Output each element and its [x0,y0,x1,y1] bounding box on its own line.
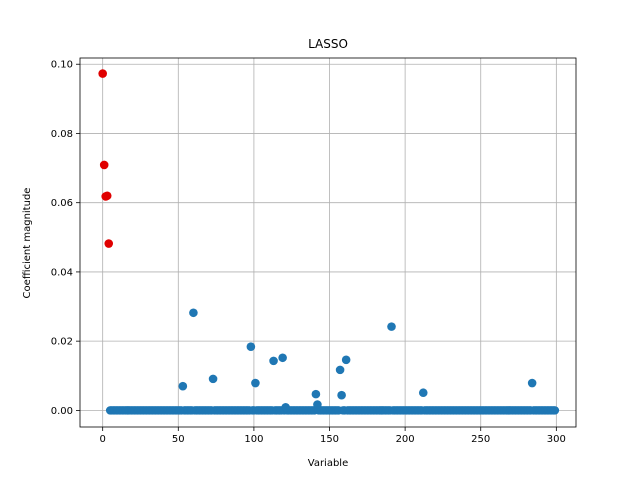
highlighted-coefficient-point [102,191,112,201]
y-tick-label: 0.08 [51,129,73,140]
y-tick-label: 0.04 [51,267,73,278]
nonzero-coefficient-point [341,355,351,365]
x-tick-label: 50 [172,434,185,445]
nonzero-coefficient-point [281,402,290,412]
zero-points [105,406,560,415]
nonzero-coefficient-point [178,381,188,391]
nonzero-coefficient-point [251,378,260,388]
nonzero-coefficient-point [313,400,322,409]
plot-frame [79,57,577,428]
y-tick-label: 0.06 [51,198,73,209]
highlighted-coefficient-point [99,160,109,170]
x-tick-label: 150 [320,434,339,445]
x-tick-label: 200 [396,434,415,445]
nonzero-coefficient-point [246,342,256,351]
x-axis-label: Variable [308,458,349,469]
x-axis-ticks: 0 50 100 150 200 250 300 [99,427,566,445]
x-tick-label: 100 [244,434,263,445]
nonzero-coefficient-point [387,322,396,331]
x-tick-label: 0 [99,434,105,445]
zero-coefficient-point [550,406,560,415]
nonzero-coefficient-point [418,388,428,398]
nonzero-coefficient-point [337,390,346,400]
chart-title: LASSO [308,37,348,51]
highlighted-coefficient-point [104,239,114,248]
y-tick-label: 0.10 [51,60,73,71]
nonzero-coefficient-point [189,308,198,318]
nonzero-coefficient-point [527,378,537,388]
nonzero-coefficient-point [278,353,287,363]
nonzero-coefficient-point [208,374,218,384]
y-tick-label: 0.02 [51,337,73,348]
nonzero-coefficient-point [311,389,321,399]
x-tick-label: 300 [547,434,566,445]
y-axis-ticks: 0.00 0.02 0.04 0.06 0.08 0.10 [51,60,80,417]
highlighted-coefficient-point [98,69,107,78]
y-tick-label: 0.00 [51,406,73,417]
highlighted-points [98,69,114,248]
nonzero-points [178,308,537,412]
nonzero-coefficient-point [335,365,345,375]
x-tick-label: 250 [471,434,490,445]
y-axis-label: Coefficient magnitude [22,188,33,299]
nonzero-coefficient-point [269,356,278,366]
